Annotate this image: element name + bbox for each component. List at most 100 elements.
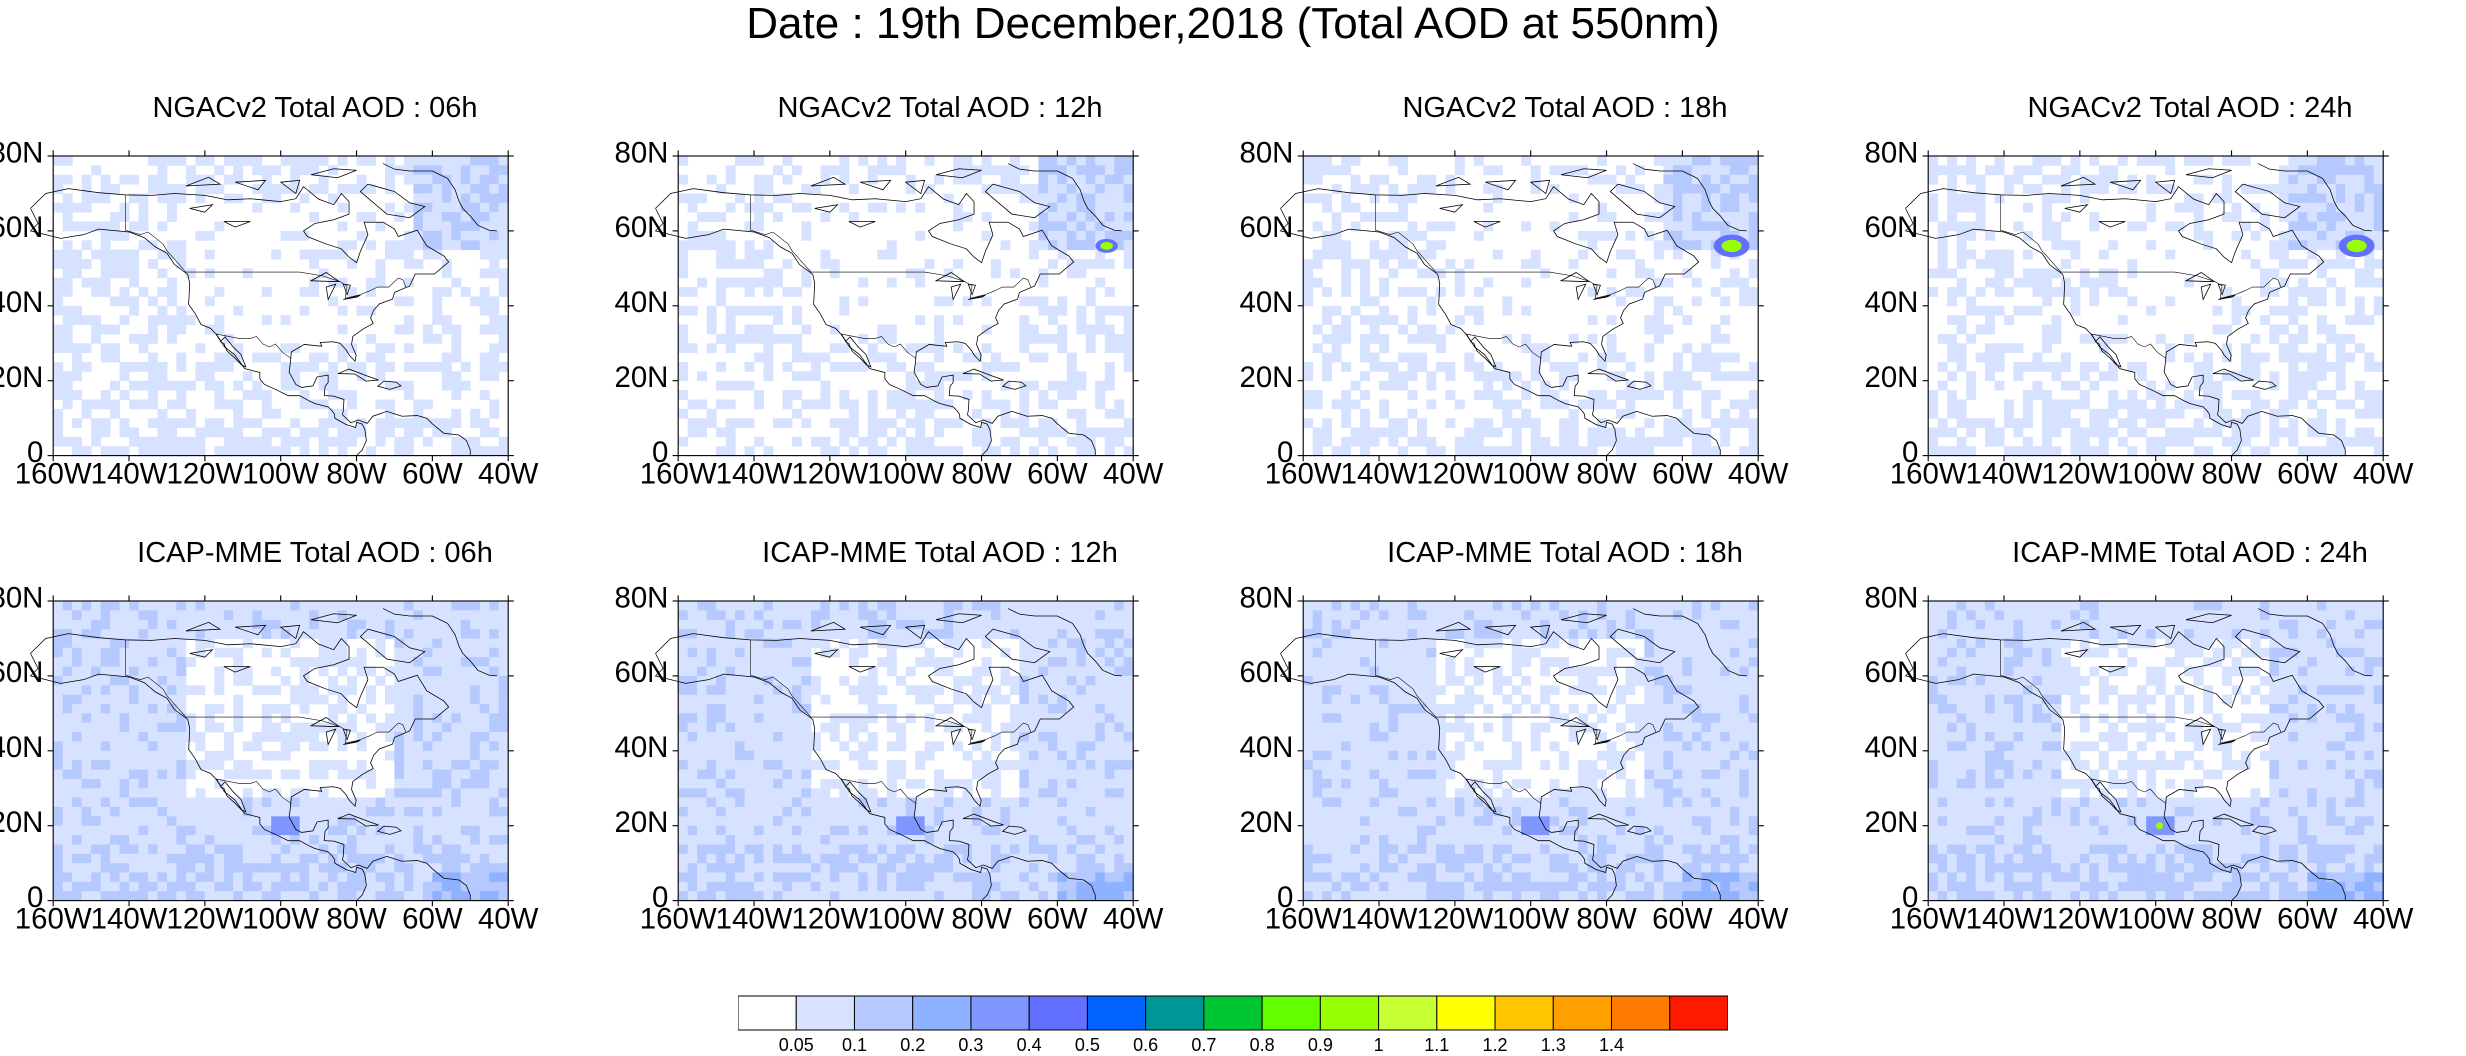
aod-cell: [1635, 390, 1645, 400]
aod-cell: [1994, 165, 2005, 176]
aod-cell: [147, 853, 158, 864]
aod-cell: [839, 629, 850, 639]
aod-cell: [2297, 446, 2308, 457]
aod-cell: [1426, 305, 1437, 316]
aod-cell: [697, 610, 708, 621]
aod-cell: [413, 427, 424, 438]
aod-cell: [1123, 343, 1134, 354]
aod-cell: [110, 750, 120, 761]
aod-cell: [2354, 174, 2365, 185]
aod-cell: [489, 657, 500, 667]
aod-cell: [1028, 324, 1039, 335]
aod-cell: [867, 619, 878, 630]
aod-cell: [147, 352, 158, 363]
aod-cell: [1388, 249, 1399, 260]
aod-cell: [1350, 202, 1361, 213]
aod-cell: [1672, 202, 1683, 213]
aod-cell: [763, 778, 774, 789]
aod-cell: [1454, 165, 1465, 176]
aod-cell: [687, 240, 698, 251]
aod-cell: [1303, 156, 1314, 166]
aod-cell: [328, 610, 339, 621]
aod-cell: [489, 427, 500, 438]
aod-cell: [290, 881, 301, 892]
aod-cell: [735, 788, 745, 799]
aod-cell: [763, 647, 774, 658]
aod-cell: [394, 601, 405, 611]
aod-cell: [479, 296, 490, 307]
aod-cell: [735, 844, 745, 855]
aod-cell: [242, 872, 253, 883]
aod-cell: [1076, 436, 1087, 447]
aod-cell: [820, 797, 831, 808]
aod-cell: [72, 647, 83, 658]
aod-cell: [441, 202, 452, 213]
aod-cell: [990, 446, 1001, 457]
aod-cell: [280, 436, 291, 447]
aod-cell: [2364, 277, 2375, 288]
aod-cell: [867, 165, 878, 176]
aod-cell: [697, 863, 708, 874]
aod-cell: [1369, 333, 1380, 344]
aod-cell: [735, 418, 745, 429]
aod-cell: [138, 193, 149, 204]
aod-cell: [385, 427, 395, 438]
aod-cell: [72, 259, 83, 269]
aod-cell: [422, 722, 433, 733]
aod-cell: [129, 713, 140, 724]
aod-cell: [204, 638, 215, 649]
aod-cell: [100, 352, 111, 363]
aod-cell: [763, 629, 774, 639]
aod-cell: [479, 240, 490, 251]
aod-cell: [1691, 174, 1702, 185]
aod-cell: [299, 399, 310, 410]
aod-cell: [385, 713, 395, 724]
aod-cell: [432, 844, 443, 855]
aod-cell: [2032, 184, 2043, 194]
aod-cell: [1047, 156, 1058, 166]
aod-cell: [432, 629, 443, 639]
aod-cell: [441, 713, 452, 724]
aod-cell: [1644, 390, 1655, 400]
aod-cell: [309, 277, 320, 288]
aod-cell: [53, 277, 64, 288]
aod-cell: [725, 863, 736, 874]
aod-cell: [100, 221, 111, 232]
aod-cell: [2354, 212, 2365, 222]
aod-cell: [915, 436, 926, 447]
aod-cell: [801, 891, 812, 902]
aod-cell: [924, 371, 935, 382]
aod-cell: [2174, 399, 2185, 410]
aod-cell: [403, 891, 414, 902]
aod-cell: [1388, 212, 1399, 222]
aod-cell: [403, 165, 414, 176]
aod-cell: [678, 760, 689, 770]
aod-cell: [2364, 156, 2375, 166]
aod-cell: [375, 638, 386, 649]
aod-cell: [678, 872, 689, 883]
aod-cell: [754, 174, 765, 185]
aod-cell: [489, 685, 500, 696]
aod-cell: [1331, 446, 1342, 457]
aod-cell: [100, 638, 111, 649]
lon-tick-label: 140W: [1966, 458, 2043, 491]
aod-cell: [1559, 427, 1570, 438]
aod-cell: [110, 881, 120, 892]
arctic-island-coastline: [235, 179, 267, 191]
aod-cell: [2089, 156, 2100, 166]
aod-cell: [744, 156, 755, 166]
aod-cell: [1947, 315, 1958, 325]
aod-cell: [2136, 221, 2147, 232]
aod-cell: [782, 769, 793, 780]
aod-cell: [877, 601, 888, 611]
aod-cell: [1653, 324, 1664, 335]
aod-cell: [1397, 156, 1408, 166]
aod-cell: [1435, 343, 1446, 354]
aod-cell: [1322, 193, 1333, 204]
aod-cell: [1341, 259, 1352, 269]
cuba-coastline: [337, 813, 379, 827]
aod-cell: [1341, 268, 1352, 279]
aod-cell: [195, 446, 206, 457]
aod-cell: [725, 657, 736, 667]
aod-cell: [1407, 184, 1418, 194]
